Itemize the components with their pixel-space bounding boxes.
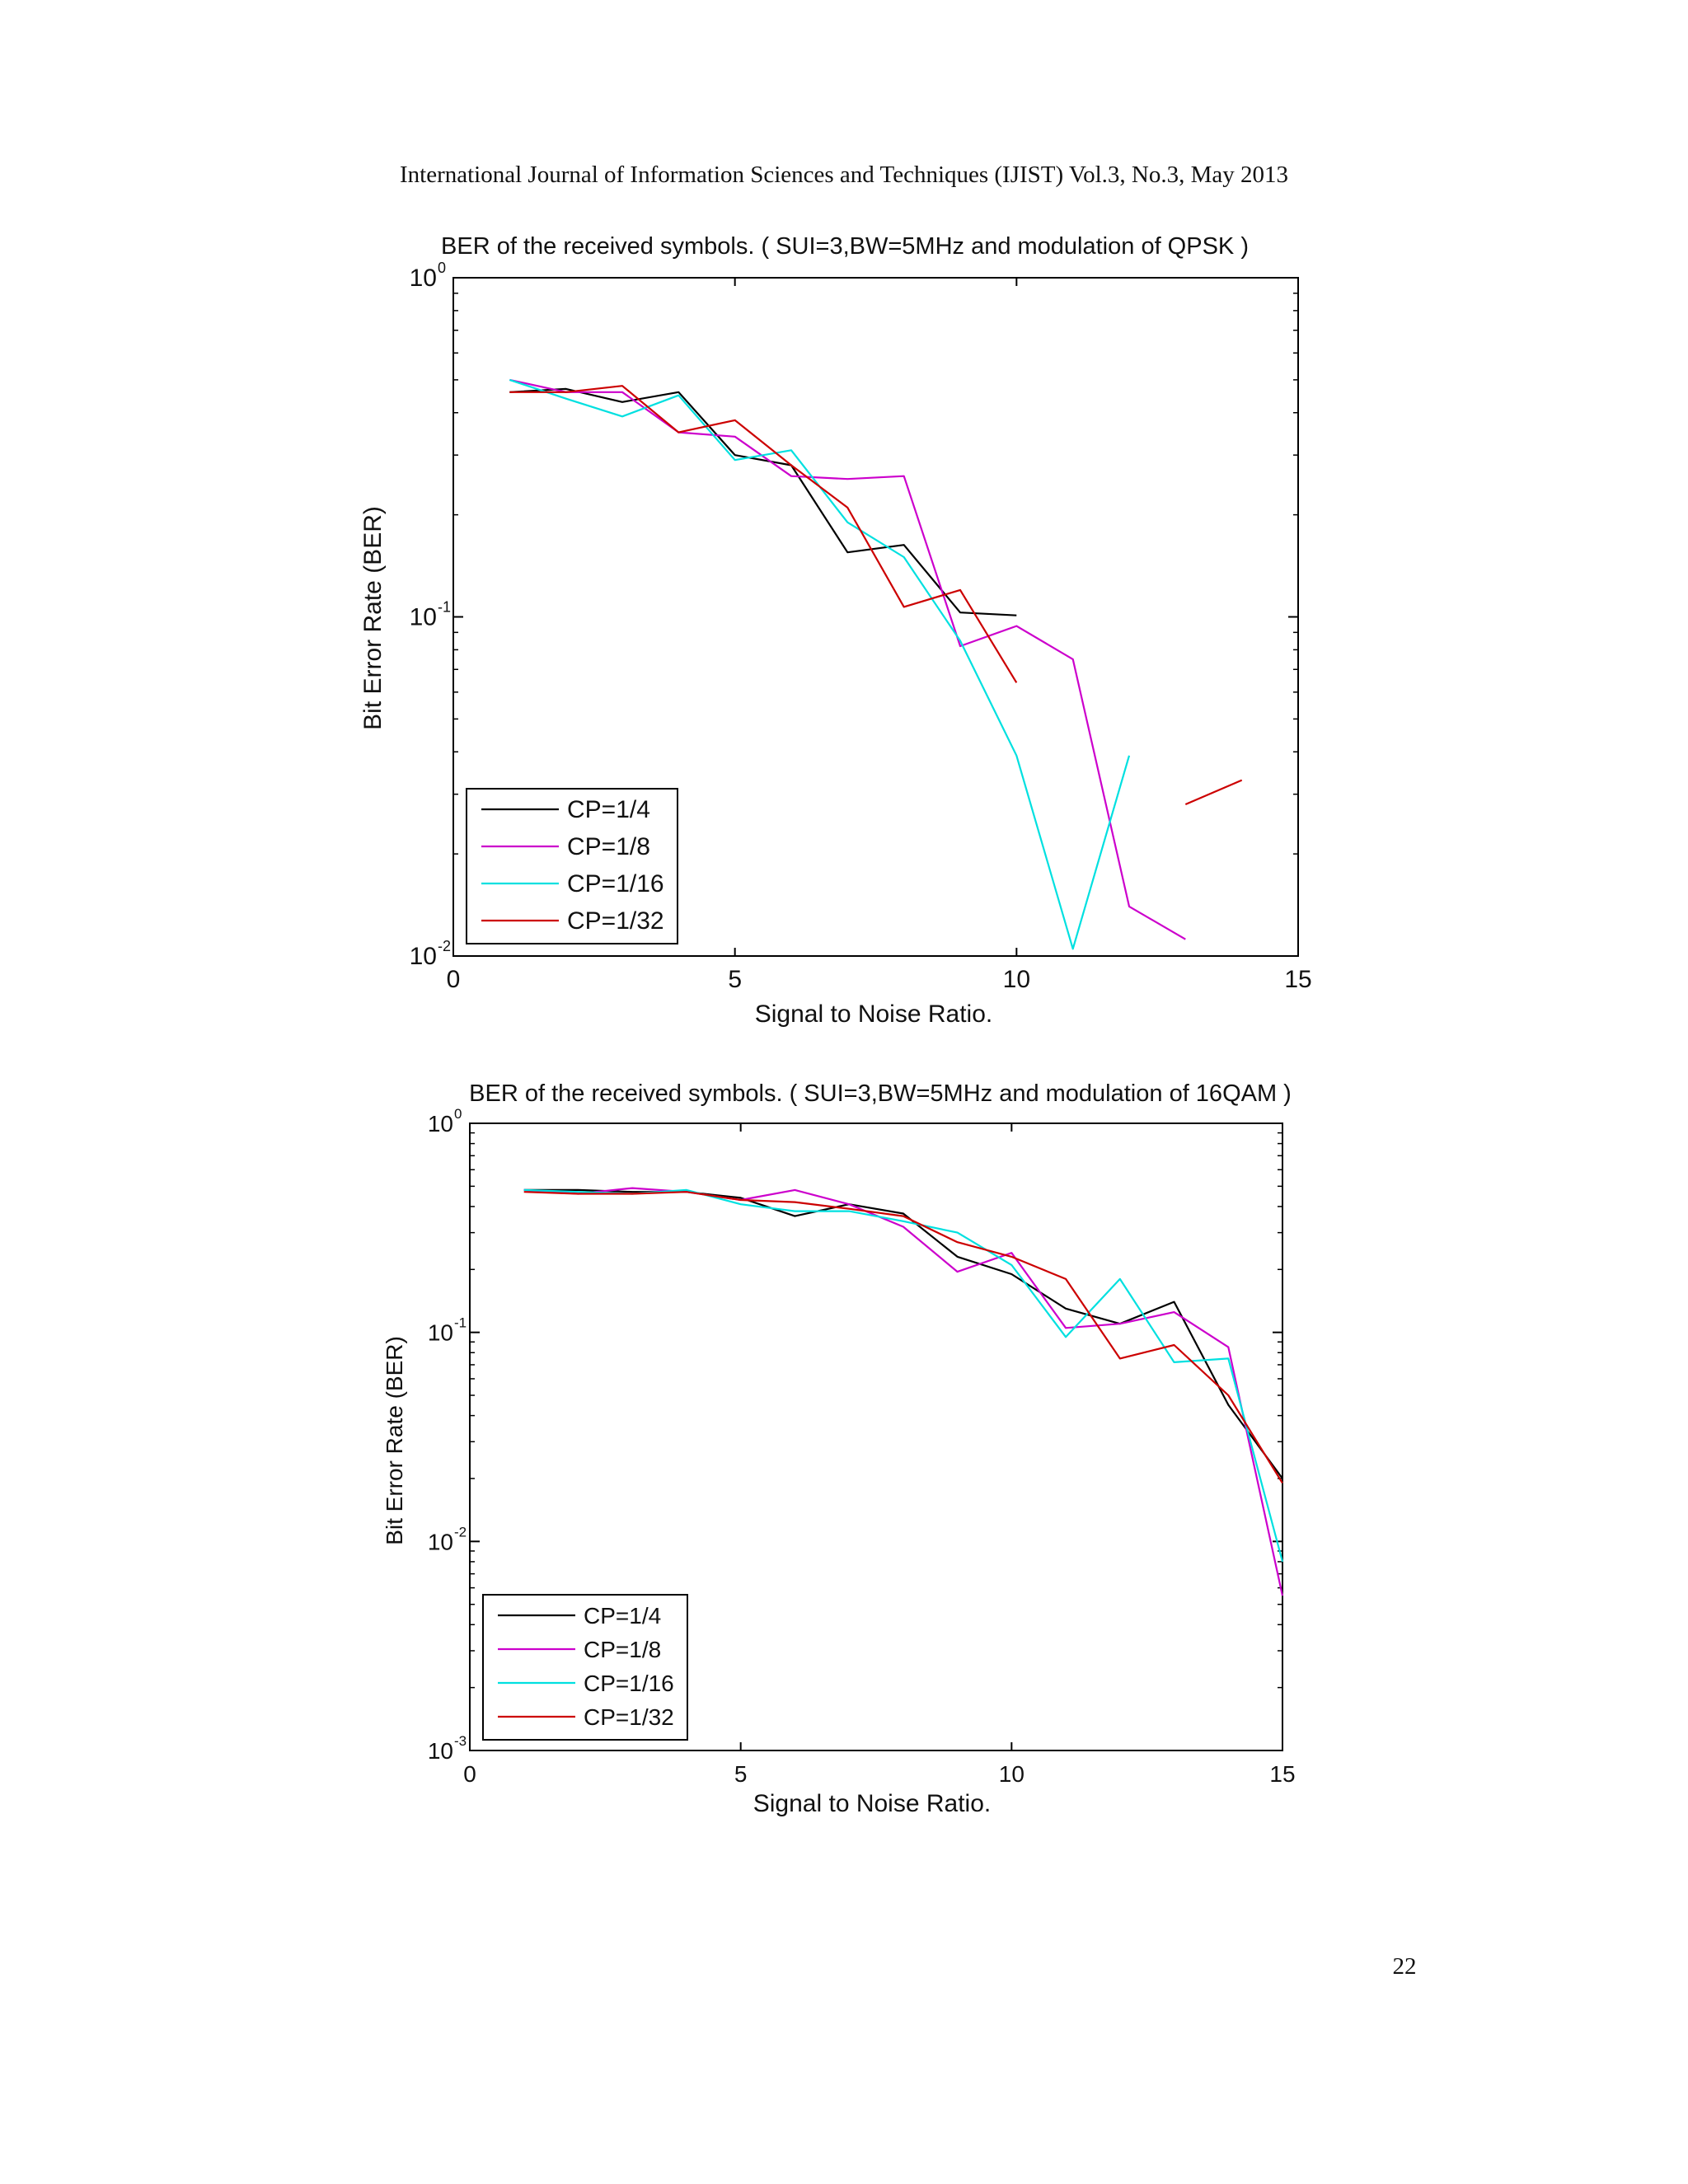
chart-16qam: BER of the received symbols. ( SUI=3,BW=…	[382, 1080, 1296, 1817]
legend-label: CP=1/4	[584, 1603, 661, 1629]
x-tick-label: 15	[1284, 966, 1311, 993]
legend-label: CP=1/32	[567, 907, 664, 935]
plot-lines	[509, 378, 1243, 950]
y-tick-exponent: -2	[438, 938, 451, 954]
legend-label: CP=1/16	[584, 1671, 674, 1696]
legend-label: CP=1/32	[584, 1704, 674, 1730]
y-tick-exponent: 0	[454, 1106, 462, 1122]
x-tick-label: 0	[447, 966, 461, 993]
series-line	[523, 1188, 1284, 1563]
chart-title: BER of the received symbols. ( SUI=3,BW=…	[441, 233, 1249, 260]
series-line	[523, 1188, 1283, 1479]
x-tick-label: 15	[1269, 1761, 1295, 1787]
series-line	[509, 387, 1017, 616]
y-tick-label: 10	[428, 1320, 453, 1346]
legend-box	[466, 788, 678, 944]
series-line	[1184, 779, 1243, 806]
legend: CP=1/4 CP=1/8 CP=1/16 CP=1/32	[482, 1594, 688, 1741]
y-tick-label: 10	[410, 943, 437, 970]
x-tick-label: 5	[728, 966, 742, 993]
legend-label: CP=1/8	[567, 833, 650, 860]
y-tick-exponent: -1	[438, 599, 451, 616]
y-tick-label: 10	[410, 265, 437, 292]
legend: CP=1/4 CP=1/8 CP=1/16 CP=1/32	[466, 788, 678, 944]
x-tick-label: 10	[1003, 966, 1030, 993]
y-tick-label: 10	[410, 604, 437, 631]
series-line	[509, 378, 1186, 940]
x-tick-label: 10	[999, 1761, 1025, 1787]
legend-label: CP=1/4	[567, 796, 650, 823]
x-tick-label: 5	[734, 1761, 748, 1787]
legend-label: CP=1/8	[584, 1637, 661, 1662]
legend-box	[482, 1594, 688, 1741]
y-tick-label: 10	[428, 1111, 453, 1137]
chart-title: BER of the received symbols. ( SUI=3,BW=…	[469, 1080, 1292, 1107]
x-axis-label: Signal to Noise Ratio.	[755, 1001, 993, 1028]
journal-header: International Journal of Information Sci…	[400, 162, 1288, 188]
page-number: 22	[1392, 1953, 1417, 1980]
plot-frame	[469, 1122, 1283, 1751]
y-tick-label: 10	[428, 1529, 453, 1554]
x-axis-label: Signal to Noise Ratio.	[753, 1790, 992, 1817]
series-line	[509, 385, 1018, 683]
y-tick-exponent: 0	[438, 260, 446, 276]
series-line	[523, 1191, 1283, 1484]
y-tick-exponent: -2	[454, 1524, 467, 1540]
legend-label: CP=1/16	[567, 870, 664, 898]
y-tick-label: 10	[428, 1738, 453, 1764]
y-axis-label: Bit Error Rate (BER)	[382, 1336, 407, 1545]
x-tick-label: 0	[463, 1761, 476, 1787]
y-tick-exponent: -3	[454, 1733, 467, 1749]
chart-qpsk: BER of the received symbols. ( SUI=3,BW=…	[359, 233, 1312, 1028]
plot-lines	[523, 1187, 1284, 1596]
series-line	[523, 1187, 1284, 1596]
y-axis-label: Bit Error Rate (BER)	[359, 506, 387, 730]
y-tick-exponent: -1	[454, 1315, 467, 1331]
